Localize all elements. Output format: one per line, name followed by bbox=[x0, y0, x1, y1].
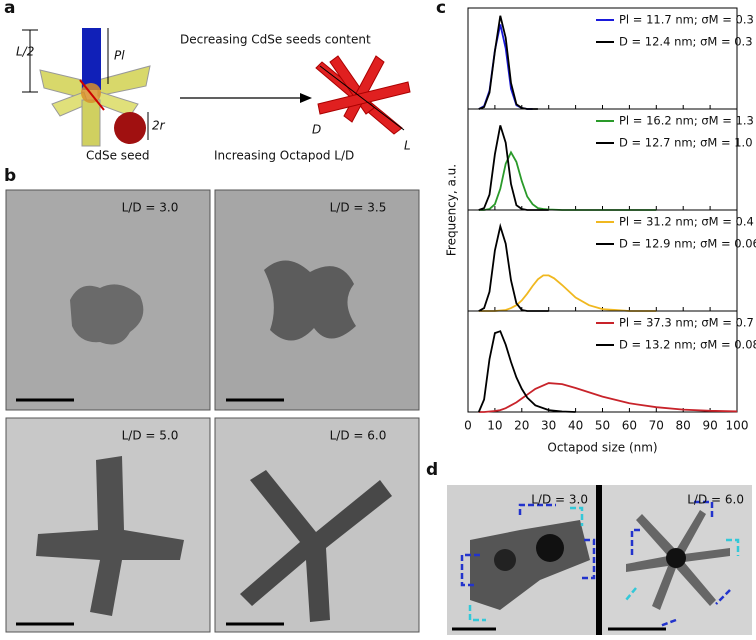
octapod bbox=[36, 456, 184, 616]
tem-grid bbox=[5, 189, 420, 633]
divider bbox=[596, 485, 602, 635]
legend-label: D = 13.2 nm; σM = 0.08 nm bbox=[619, 338, 756, 352]
x-tick-label: 20 bbox=[514, 419, 529, 433]
series-line bbox=[478, 274, 657, 312]
legend-label: D = 12.9 nm; σM = 0.06 nm bbox=[619, 237, 756, 251]
label-seed-radius: 2r bbox=[152, 119, 166, 133]
x-tick-label: 50 bbox=[595, 419, 610, 433]
outline bbox=[630, 500, 731, 628]
tem-label: L/D = 6.0 bbox=[687, 493, 744, 507]
x-tick-label: 80 bbox=[676, 419, 691, 433]
y-axis-label: Frequency, a.u. bbox=[445, 164, 459, 256]
label-half-length: L/2 bbox=[16, 45, 34, 59]
series-line bbox=[478, 222, 549, 312]
x-axis-label: Octapod size (nm) bbox=[547, 441, 657, 455]
tem-label: L/D = 5.0 bbox=[122, 429, 179, 443]
x-tick-label: 90 bbox=[702, 419, 717, 433]
legend-label: Pl = 37.3 nm; σM = 0.7 nm bbox=[619, 316, 756, 330]
legend-label: Pl = 31.2 nm; σM = 0.4 nm bbox=[619, 215, 756, 229]
cdse-seed bbox=[114, 112, 146, 144]
series-line bbox=[478, 150, 657, 211]
x-tick-label: 100 bbox=[726, 419, 749, 433]
series-line bbox=[478, 382, 738, 413]
core bbox=[666, 548, 686, 568]
series-line bbox=[477, 330, 576, 413]
x-tick-label: 0 bbox=[464, 419, 472, 433]
label-pod-length: Pl bbox=[114, 49, 125, 63]
core bbox=[494, 549, 516, 571]
x-tick-label: 40 bbox=[568, 419, 583, 433]
label-arrow-top: Decreasing CdSe seeds content bbox=[180, 33, 371, 47]
label-arrow-bottom: Increasing Octapod L/D bbox=[214, 149, 354, 163]
pod bbox=[97, 65, 151, 97]
length-line bbox=[319, 65, 405, 131]
octapod bbox=[240, 470, 392, 622]
outline bbox=[460, 503, 596, 587]
pod-highlighted bbox=[82, 28, 101, 90]
label-seed: CdSe seed bbox=[86, 149, 149, 163]
tem-d bbox=[447, 485, 752, 635]
label-length: L bbox=[404, 139, 411, 153]
series-line bbox=[478, 15, 538, 110]
core bbox=[536, 534, 564, 562]
label-diameter: D bbox=[312, 123, 321, 137]
panel-label: a bbox=[4, 0, 15, 18]
x-tick-label: 60 bbox=[622, 419, 637, 433]
legend-label: D = 12.4 nm; σM = 0.3 nm bbox=[619, 35, 756, 49]
tem-label: L/D = 3.5 bbox=[330, 201, 387, 215]
panel-label: c bbox=[436, 0, 446, 18]
pod bbox=[81, 99, 101, 147]
pod bbox=[39, 69, 83, 99]
tem-label: L/D = 3.0 bbox=[122, 201, 179, 215]
x-tick-label: 30 bbox=[541, 419, 556, 433]
tem-label: L/D = 3.0 bbox=[531, 493, 588, 507]
arrow-head bbox=[300, 93, 312, 103]
octapod-long bbox=[315, 55, 411, 135]
series-line bbox=[478, 125, 549, 211]
panel-label: d bbox=[426, 460, 438, 480]
x-tick-label: 10 bbox=[487, 419, 502, 433]
tem-label: L/D = 6.0 bbox=[330, 429, 387, 443]
octapod bbox=[70, 284, 144, 345]
axis-line bbox=[79, 79, 105, 111]
outline bbox=[625, 538, 740, 601]
x-tick-label: 70 bbox=[649, 419, 664, 433]
octapod bbox=[264, 260, 356, 341]
outline bbox=[468, 506, 584, 622]
legend-label: Pl = 16.2 nm; σM = 1.3 nm bbox=[619, 114, 756, 128]
legend-label: Pl = 11.7 nm; σM = 0.3 nm bbox=[619, 13, 756, 27]
legend-label: D = 12.7 nm; σM = 1.0 nm bbox=[619, 136, 756, 150]
octapod-schematic bbox=[22, 28, 411, 147]
panel-label: b bbox=[4, 166, 16, 186]
